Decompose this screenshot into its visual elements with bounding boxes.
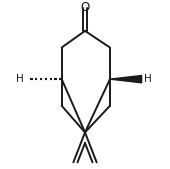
Text: H: H: [144, 74, 152, 84]
Polygon shape: [110, 76, 142, 83]
Text: H: H: [16, 74, 24, 84]
Text: O: O: [80, 1, 90, 14]
